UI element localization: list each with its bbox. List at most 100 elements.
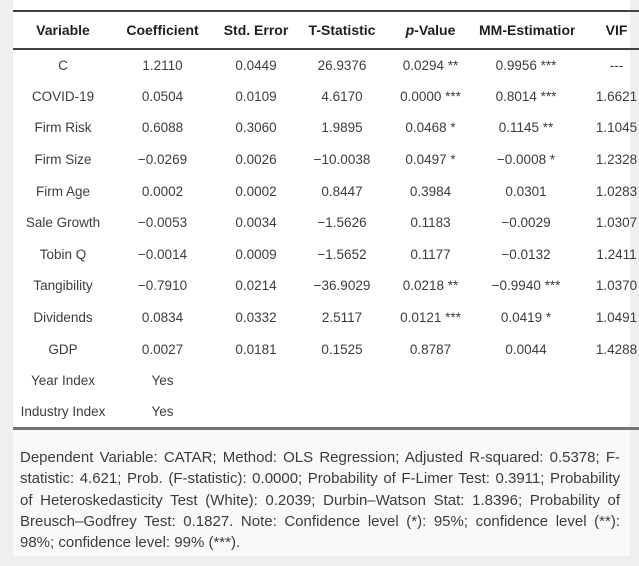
table-cell: −0.0008 * [496,152,556,168]
table-row: Sale Growth −0.0053 0.0034 −1.5626 0.1183 −0.… [13,207,639,239]
table-row: C 1.2110 0.0449 26.9376 0.0294 ** 0.9956 *** -… [13,49,639,81]
table-cell: Industry Index [20,404,106,420]
table-header-row: Variable Coefficient Std. Error T-Statistic… [13,11,639,49]
table-cell: 0.1183 [410,215,451,231]
table-cell: 0.0497 * [405,152,456,168]
table-cell: 0.8447 [321,183,363,199]
table-cell [575,365,639,397]
table-cell: 1.6621 [595,88,638,104]
column-header-label: MM-Estimation [479,22,575,38]
table-row: COVID-19 0.0504 0.0109 4.6170 0.0000 *** 0.80… [13,81,639,113]
table-cell: 0.0002 [235,183,277,199]
table-card: Variable Coefficient Std. Error T-Statistic… [13,0,639,556]
table-cell: 1.0370 [595,278,638,294]
column-header-label: VIF [605,22,628,38]
table-cell: 0.6088 [141,120,184,136]
table-cell: 4.6170 [321,88,363,104]
table-cell: 0.0301 [505,183,547,199]
table-cell: 2.5117 [321,310,363,326]
table-row: Industry Index Yes [13,397,639,429]
table-cell: 0.0834 [141,310,184,326]
table-cell: −0.0014 [137,246,188,262]
table-cell: 1.2328 [595,152,638,168]
table-cell: Firm Age [35,183,90,199]
table-cell [212,365,300,397]
table-cell: −0.0053 [137,215,188,231]
table-cell: −0.0132 [501,246,551,262]
table-cell: 0.0218 ** [402,278,459,294]
table-cell [300,397,384,429]
table-cell: Firm Risk [34,120,92,136]
table-note-area: Dependent Variable: CATAR; Method: OLS R… [13,430,630,556]
table-footnote: Dependent Variable: CATAR; Method: OLS R… [20,449,620,552]
table-cell: 26.9376 [317,57,367,73]
column-header-vif: VIF [575,11,639,49]
table-body: C 1.2110 0.0449 26.9376 0.0294 ** 0.9956 *** -… [13,49,639,428]
table-cell: 0.0034 [235,215,277,231]
table-cell: 0.0332 [235,310,277,326]
table-cell [384,365,477,397]
table-cell: Yes [151,373,174,389]
table-cell: −1.5652 [317,246,367,262]
table-cell: 1.0491 [595,310,638,326]
table-cell: 0.8787 [409,341,452,357]
column-header-coefficient: Coefficient [113,11,212,49]
table-cell: --- [609,57,624,73]
table-cell: 0.0000 *** [400,88,461,104]
table-cell: 1.0307 [595,215,638,231]
table-cell: 0.0419 * [500,310,552,326]
table-cell: Dividends [33,310,93,326]
table-cell: 0.0468 * [405,120,456,136]
table-cell: Yes [151,404,174,420]
table-cell: 0.3984 [409,183,452,199]
table-cell: −0.9940 *** [491,278,561,294]
table-cell: 0.0044 [505,341,547,357]
table-cell: C [58,57,68,73]
table-cell: 0.0026 [235,152,277,168]
table-row: Tangibility −0.7910 0.0214 −36.9029 0.0218 *… [13,270,639,302]
table-row: Firm Age 0.0002 0.0002 0.8447 0.3984 0.0301 1.… [13,175,639,207]
table-head: Variable Coefficient Std. Error T-Statistic… [13,11,639,49]
table-cell: 0.0449 [235,57,277,73]
column-header-label: Std. Error [223,22,289,38]
table-cell: 0.1525 [321,341,363,357]
table-cell: 1.2411 [596,246,637,262]
table-row: Tobin Q −0.0014 0.0009 −1.5652 0.1177 −0.0132… [13,239,639,271]
table-cell: 0.0009 [235,246,277,262]
column-header-t-statistic: T-Statistic [300,11,384,49]
column-header-std-error: Std. Error [212,11,300,49]
column-header-p-value: p-Value [384,11,477,49]
table-cell: 1.4288 [595,341,638,357]
column-header-mm-estimation: MM-Estimation [477,11,575,49]
table-cell: 0.0504 [141,88,184,104]
regression-results-table: Variable Coefficient Std. Error T-Statistic… [13,10,639,430]
table-row: Firm Risk 0.6088 0.3060 1.9895 0.0468 * 0.114… [13,112,639,144]
table-cell: 1.2110 [142,57,183,73]
table-cell: Sale Growth [25,215,101,231]
table-cell: −0.0269 [137,152,188,168]
column-header-variable: Variable [13,11,113,49]
table-cell: Tangibility [33,278,93,294]
table-cell: Tobin Q [39,246,87,262]
table-cell: 1.0283 [595,183,638,199]
column-header-label: -Value [414,22,456,38]
table-cell: 0.0121 *** [400,310,461,326]
table-row: Year Index Yes [13,365,639,397]
table-row: GDP 0.0027 0.0181 0.1525 0.8787 0.0044 1.4288 [13,333,639,365]
table-cell: GDP [48,341,78,357]
table-cell: 0.0294 ** [402,57,459,73]
table-cell: 1.9895 [321,120,363,136]
table-cell: 0.0027 [141,341,184,357]
table-cell: Firm Size [34,152,92,168]
table-cell: 0.0109 [235,88,277,104]
table-cell: −0.7910 [137,278,188,294]
column-header-label: Variable [36,22,90,38]
column-header-label: Coefficient [126,22,199,38]
table-cell: −0.0029 [501,215,551,231]
table-cell: 0.1145 ** [498,120,554,136]
table-cell: 0.0181 [235,341,277,357]
table-cell [212,397,300,429]
table-cell: 0.0214 [235,278,277,294]
table-cell [300,365,384,397]
table-cell: 0.8014 *** [495,88,557,104]
